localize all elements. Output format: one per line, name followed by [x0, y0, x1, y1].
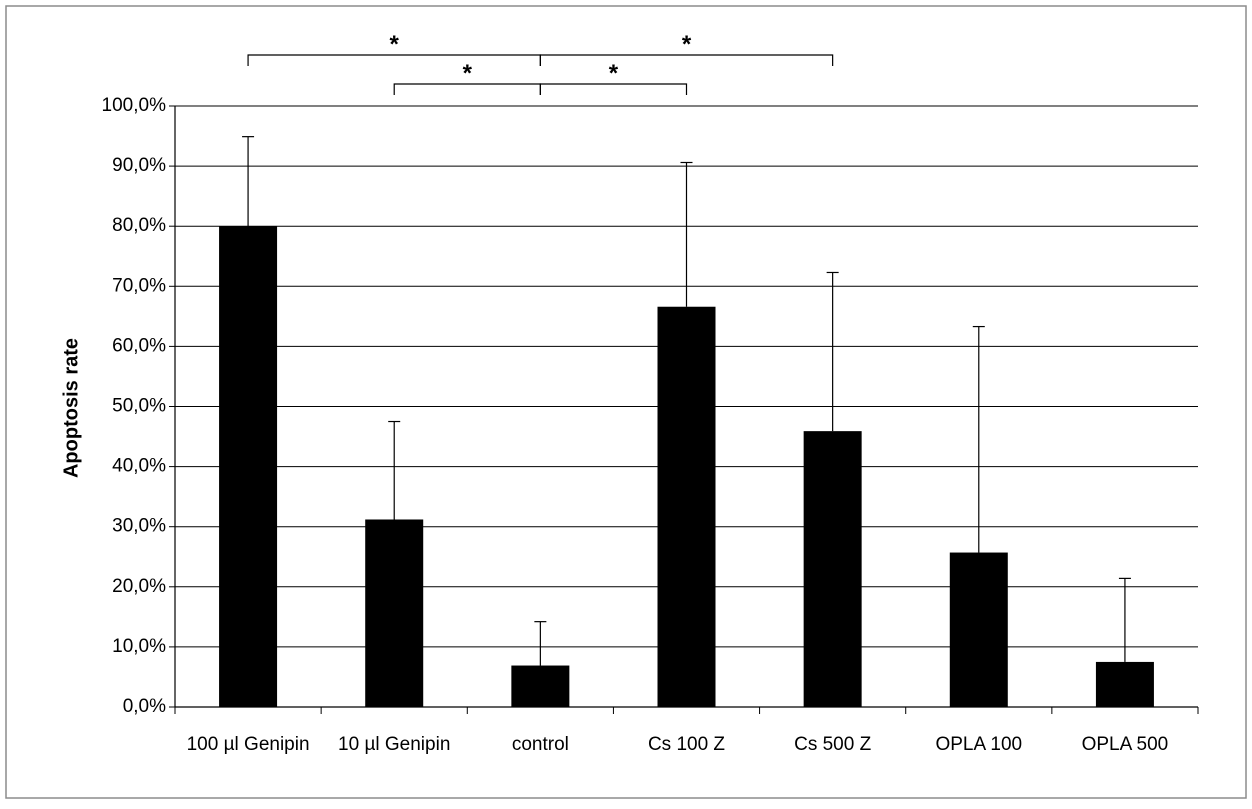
y-tick-label: 0,0%: [123, 696, 166, 717]
y-axis-title: Apoptosis rate: [60, 338, 82, 478]
y-tick-label: 30,0%: [112, 516, 166, 537]
significance-bracket: [539, 54, 834, 66]
bar: [803, 431, 862, 707]
y-tick-label: 10,0%: [112, 636, 166, 657]
error-bars: [242, 136, 1131, 666]
significance-star: *: [390, 31, 400, 58]
significance-star: *: [609, 60, 619, 87]
y-tick-label: 60,0%: [112, 335, 166, 356]
x-category-label: control: [512, 734, 569, 755]
y-tick-label: 20,0%: [112, 576, 166, 597]
x-category-labels: 100 µl Genipin 10 µl Genipin control Cs 100…: [187, 734, 1169, 755]
y-tick-label: 50,0%: [112, 396, 166, 417]
y-tick-label: 100,0%: [102, 95, 167, 116]
axes: [169, 105, 1199, 714]
y-tick-labels: 0,0% 10,0% 20,0% 30,0% 40,0% 50,0% 60,0% 70,0% 8…: [102, 95, 167, 717]
bar: [365, 519, 424, 707]
bar: [1095, 661, 1154, 707]
bar: [949, 552, 1008, 707]
significance-star: *: [463, 60, 473, 87]
y-tick-label: 70,0%: [112, 275, 166, 296]
significance-star: *: [682, 31, 692, 58]
significance-brackets: * * * *: [247, 31, 834, 95]
y-tick-label: 90,0%: [112, 155, 166, 176]
significance-bracket: [539, 83, 688, 95]
x-category-label: OPLA 100: [935, 734, 1022, 755]
x-category-label: OPLA 500: [1082, 734, 1169, 755]
x-category-label: 10 µl Genipin: [338, 734, 450, 755]
chart-border: [5, 5, 1247, 799]
bars: [219, 226, 1154, 707]
y-tick-label: 80,0%: [112, 215, 166, 236]
bar: [511, 665, 570, 707]
x-category-label: Cs 100 Z: [648, 734, 725, 755]
bar: [657, 306, 716, 707]
y-tick-label: 40,0%: [112, 456, 166, 477]
x-category-label: Cs 500 Z: [794, 734, 871, 755]
bar: [219, 226, 278, 707]
x-category-label: 100 µl Genipin: [187, 734, 310, 755]
